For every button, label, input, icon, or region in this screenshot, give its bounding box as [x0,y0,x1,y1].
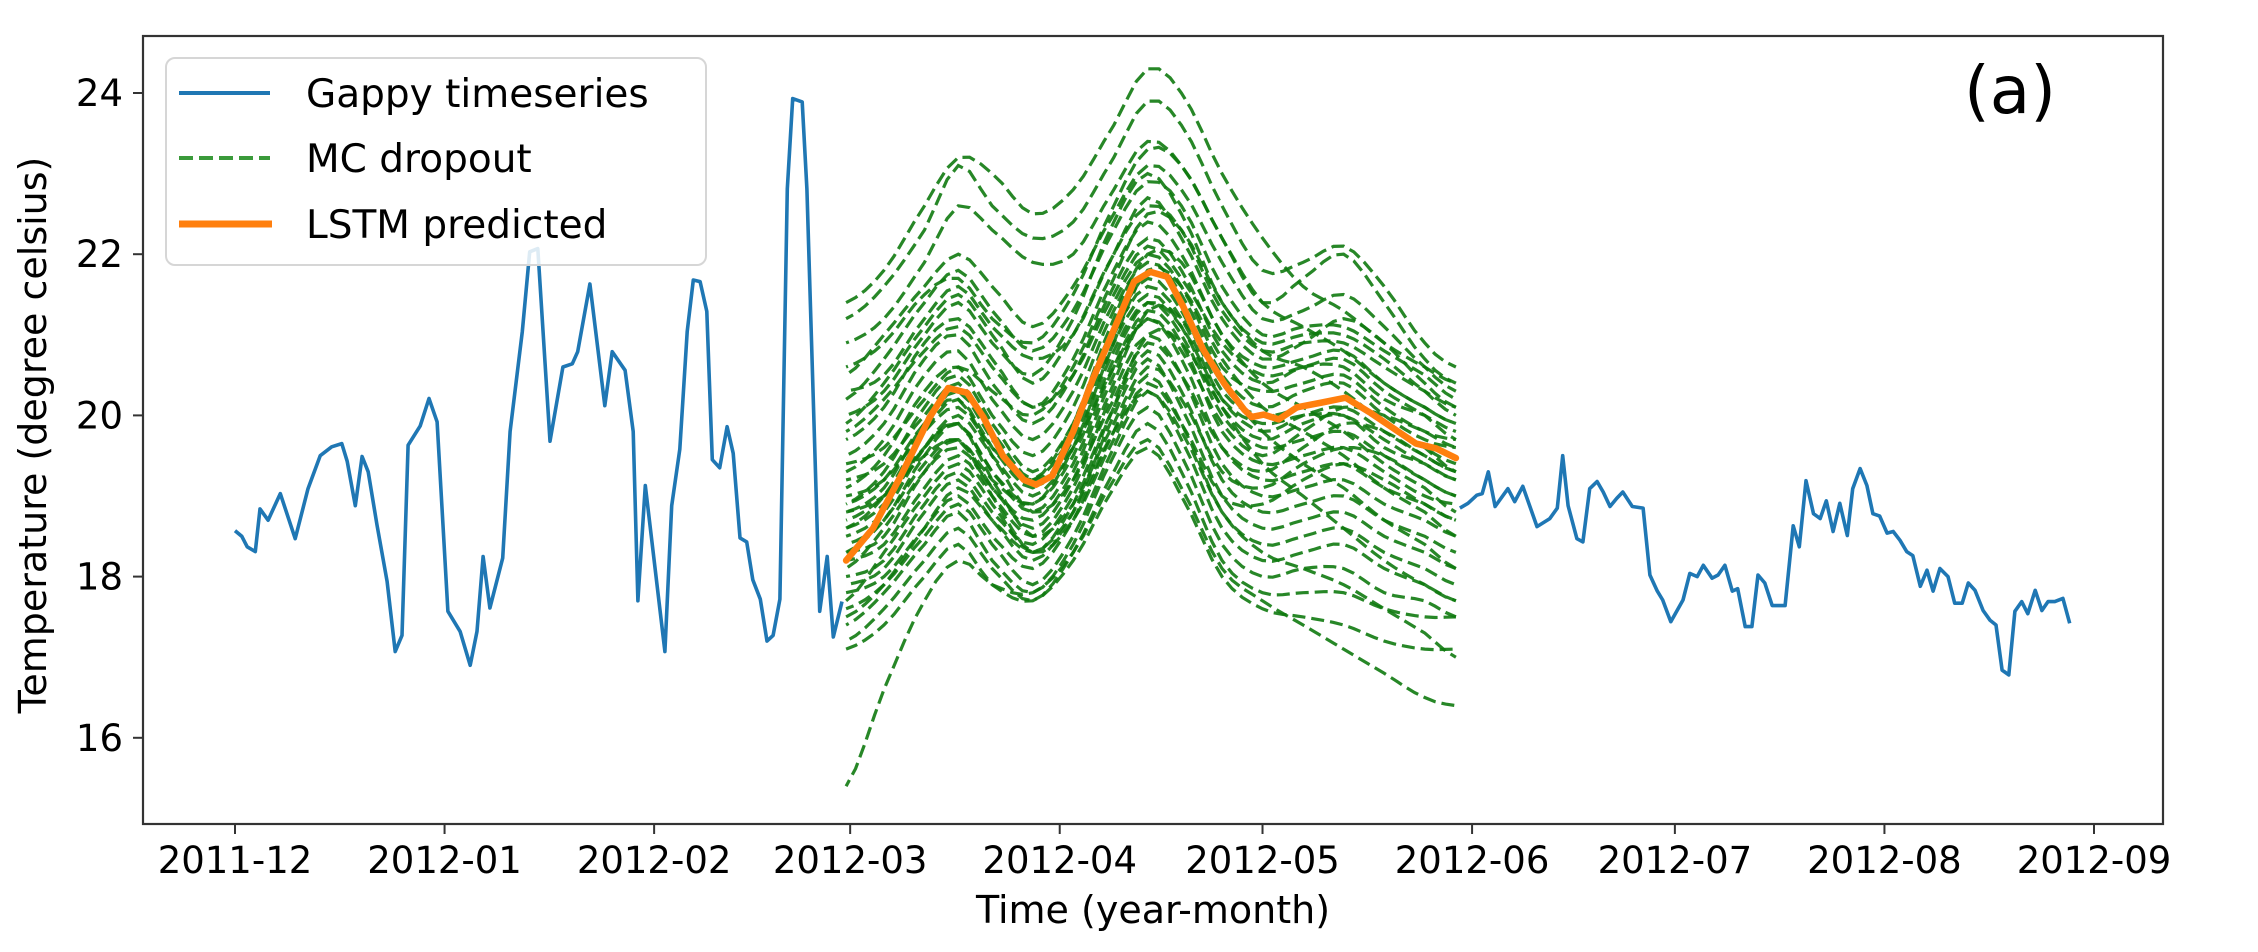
x-tick-label: 2012-03 [773,839,928,882]
mc-dropout-trace [845,308,1457,546]
mc-dropout-trace [845,236,1457,458]
y-tick-label: 18 [76,556,123,599]
lstm-predicted-line [842,268,1460,564]
mc-dropout-trace [845,209,1457,474]
x-tick-label: 2012-08 [1807,839,1962,882]
panel-label: (a) [1964,52,2056,129]
mc-dropout-trace [845,303,1457,570]
mc-dropout-trace [845,204,1457,425]
mc-dropout-trace [845,405,1457,627]
mc-dropout-trace [845,365,1457,538]
mc-dropout-trace [845,247,1457,514]
mc-dropout-trace [845,145,1457,425]
mc-dropout-trace [845,252,1457,474]
mc-dropout-trace [845,220,1457,442]
mc-dropout-trace [845,445,1456,652]
mc-dropout-trace [845,373,1457,595]
x-axis-ticks: 2011-12 2012-01 2012-02 2012-03 2012-04 2012-… [158,824,2172,882]
legend-item-lstm: LSTM predicted [179,203,607,248]
legend-item-mc-dropout: MC dropout [179,137,532,182]
legend-label-gappy: Gappy timeseries [306,72,649,117]
gappy-timeseries-lines [233,96,2072,677]
mc-dropout-trace [845,349,1457,579]
legend-label-lstm: LSTM predicted [306,203,607,248]
x-tick-label: 2012-04 [982,839,1137,882]
axes-frame [141,34,2165,826]
plot-area [233,67,2072,787]
mc-dropout-trace [845,171,1457,417]
mc-dropout-trace [845,195,1457,409]
legend: Gappy timeseries MC dropout LSTM predict… [165,57,707,266]
y-tick-label: 20 [76,394,123,437]
mc-dropout-trace [845,163,1457,393]
mc-dropout-trace [845,67,1457,385]
mc-dropout-trace [845,260,1457,490]
lstm-predicted-line [842,268,1460,564]
mc-dropout-trace [845,300,1457,514]
mc-dropout-trace [845,381,1457,555]
gappy-timeseries-line [233,96,844,668]
mc-dropout-trace [845,180,1457,401]
mc-dropout-trace [845,139,1457,385]
x-tick-label: 2012-09 [2017,839,2172,882]
mc-dropout-trace [845,99,1457,369]
gappy-timeseries-line [1458,453,2072,677]
mc-dropout-trace [845,389,1457,611]
legend-item-gappy: Gappy timeseries [179,72,649,117]
mc-dropout-trace [845,389,1457,659]
x-tick-label: 2012-02 [577,839,732,882]
mc-dropout-trace [845,357,1457,587]
x-tick-label: 2011-12 [158,839,313,882]
legend-box [165,57,707,266]
y-tick-label: 24 [76,72,123,115]
mc-dropout-trace [845,244,1457,441]
y-axis-ticks: 16 18 20 22 24 [76,72,143,760]
x-tick-label: 2012-06 [1395,839,1550,882]
mc-dropout-trace [845,341,1457,514]
y-axis-label: Temperature (degree celsius) [11,157,55,715]
mc-dropout-trace [845,327,1457,603]
mc-dropout-traces [844,67,1457,787]
mc-dropout-trace [845,421,1456,643]
x-axis-label: Time (year-month) [975,888,1330,932]
y-tick-label: 16 [76,717,123,760]
x-tick-label: 2012-05 [1185,839,1340,882]
y-tick-label: 22 [76,233,123,276]
x-tick-label: 2012-01 [367,839,522,882]
x-tick-label: 2012-07 [1598,839,1753,882]
legend-label-mc-dropout: MC dropout [306,137,532,182]
mc-dropout-trace [845,332,1457,563]
